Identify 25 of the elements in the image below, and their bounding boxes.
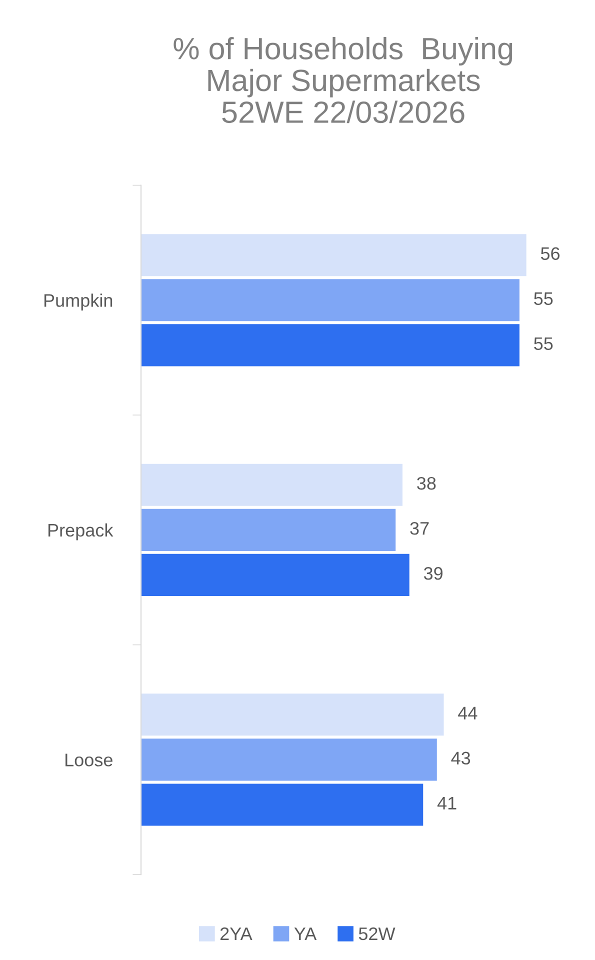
data-label: 56	[540, 247, 560, 260]
data-label: 43	[451, 752, 470, 765]
data-label: 39	[424, 567, 442, 580]
bar	[141, 279, 520, 322]
bar	[141, 464, 402, 506]
data-label: 44	[458, 706, 478, 720]
y-tick-label: Pumpkin	[44, 294, 112, 310]
bar	[141, 324, 520, 366]
data-label: 55	[534, 337, 553, 350]
legend-label: 2YA	[220, 927, 252, 940]
data-label: 38	[417, 476, 436, 490]
legend-label: YA	[294, 928, 317, 940]
legend-label: 52W	[358, 927, 396, 940]
data-label: 37	[410, 522, 429, 535]
bar	[141, 694, 444, 736]
data-label: 41	[437, 796, 456, 810]
bar	[141, 784, 424, 826]
data-label: 55	[534, 292, 553, 306]
y-tick-label: Loose	[66, 754, 112, 766]
bar	[141, 508, 396, 551]
bar	[141, 234, 526, 276]
bar	[141, 738, 437, 781]
bar	[141, 554, 410, 596]
chart-title: % of Households Buying Major Supermarkets 52WE 22/03/2026	[174, 37, 512, 124]
y-tick-label: Prepack	[48, 523, 114, 540]
